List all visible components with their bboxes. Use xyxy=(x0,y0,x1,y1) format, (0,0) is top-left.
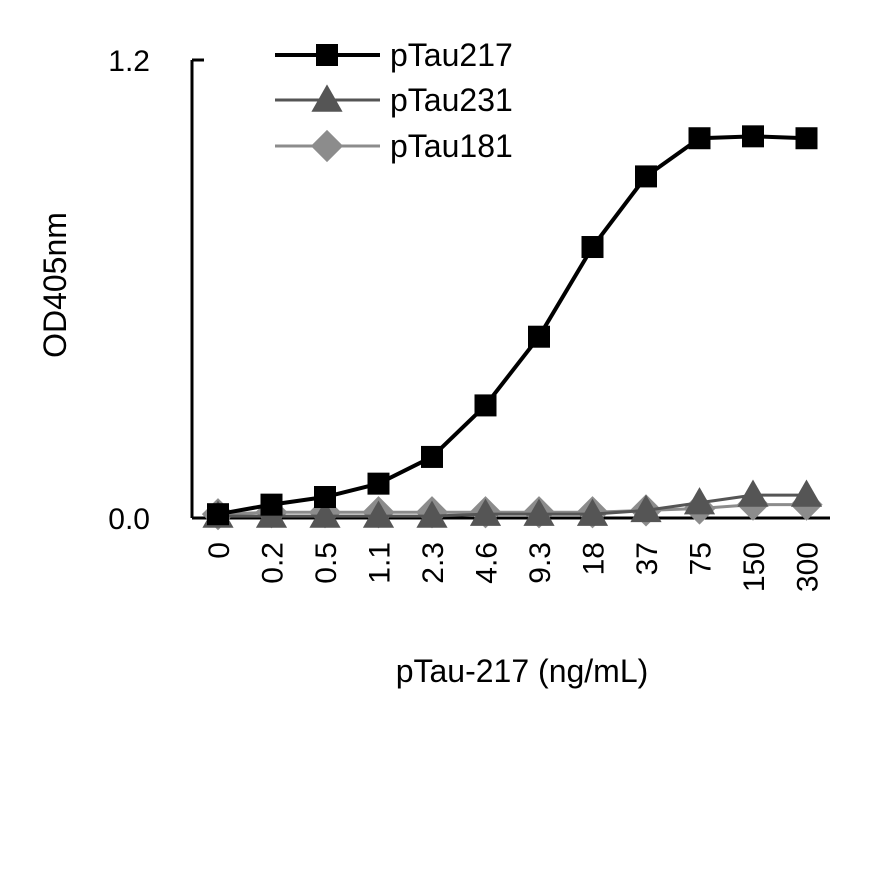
legend-entry-pTau181: pTau181 xyxy=(275,128,513,164)
data-point-pTau217 xyxy=(367,472,390,495)
data-point-pTau217 xyxy=(795,127,818,150)
data-point-pTau231 xyxy=(523,498,555,526)
y-axis-title: OD405nm xyxy=(37,212,73,358)
data-point-pTau217 xyxy=(260,493,283,516)
x-tick-label: 4.6 xyxy=(471,542,504,584)
y-tick-label: 0.0 xyxy=(108,503,150,536)
x-tick-label: 2.3 xyxy=(417,542,450,584)
series-pTau181 xyxy=(201,488,823,531)
series-line-pTau231 xyxy=(218,493,807,518)
legend-entry-pTau231: pTau231 xyxy=(275,82,513,118)
legend-label: pTau217 xyxy=(390,37,513,73)
data-point-pTau231 xyxy=(576,498,609,526)
data-point-pTau217 xyxy=(314,486,336,509)
series-pTau217 xyxy=(207,125,818,526)
data-point-pTau231 xyxy=(790,479,823,507)
x-tick-label: 0 xyxy=(203,542,236,559)
x-tick-label: 300 xyxy=(792,542,825,592)
x-tick-label: 1.1 xyxy=(364,542,397,584)
series-line-pTau217 xyxy=(217,134,807,517)
x-tick-label: 75 xyxy=(685,542,718,575)
data-point-pTau231 xyxy=(737,479,769,507)
legend-marker-pTau217 xyxy=(316,44,338,66)
x-tick-label: 9.3 xyxy=(524,542,557,584)
data-point-pTau231 xyxy=(469,498,502,526)
legend-marker-pTau181 xyxy=(310,129,344,163)
x-tick-label: 0.5 xyxy=(310,542,343,584)
x-axis-title: pTau-217 (ng/mL) xyxy=(396,653,649,689)
data-point-pTau217 xyxy=(474,394,497,417)
data-point-pTau217 xyxy=(688,127,711,150)
data-point-pTau217 xyxy=(635,165,657,188)
legend: pTau217 pTau231 pTau181 xyxy=(275,37,513,164)
legend-marker-pTau231 xyxy=(311,84,343,112)
data-point-pTau217 xyxy=(742,125,764,148)
x-tick-label: 150 xyxy=(738,542,771,592)
x-tick-label: 0.2 xyxy=(257,542,290,584)
series-pTau231 xyxy=(202,479,823,528)
axes: 0.0 1.2 0 0.2 0.5 1.1 2.3 4.6 9.3 18 37 75 150 300 xyxy=(108,45,830,592)
series-layer xyxy=(201,125,823,531)
data-point-pTau231 xyxy=(683,487,716,515)
data-point-pTau217 xyxy=(581,236,604,259)
legend-entry-pTau217: pTau217 xyxy=(275,37,513,73)
data-point-pTau217 xyxy=(421,445,443,468)
data-point-pTau217 xyxy=(207,503,229,526)
data-point-pTau231 xyxy=(362,500,395,528)
x-tick-label: 37 xyxy=(631,542,664,575)
data-point-pTau231 xyxy=(416,500,448,528)
data-point-pTau217 xyxy=(528,325,550,348)
data-point-pTau231 xyxy=(309,500,341,528)
data-point-pTau231 xyxy=(630,494,662,523)
legend-label: pTau231 xyxy=(390,82,513,118)
legend-label: pTau181 xyxy=(390,128,513,164)
x-tick-label: 18 xyxy=(578,542,611,575)
y-tick-label: 1.2 xyxy=(108,45,150,78)
